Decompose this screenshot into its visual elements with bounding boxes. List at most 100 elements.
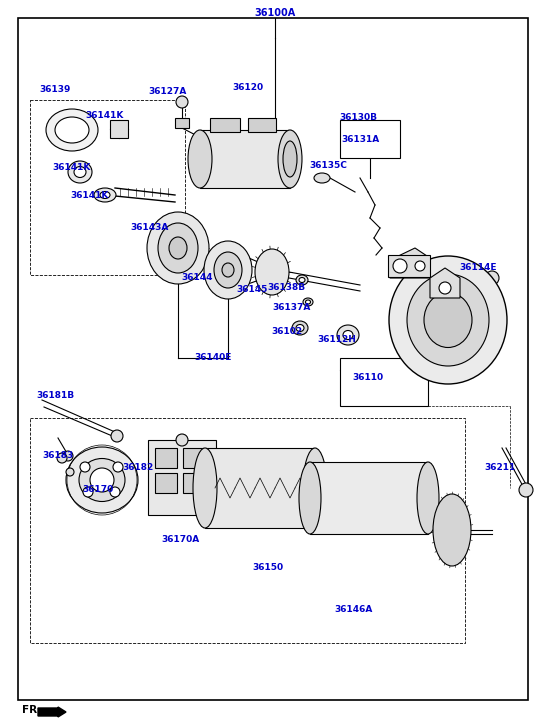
Ellipse shape <box>222 263 234 277</box>
Circle shape <box>485 271 499 285</box>
Text: 36141K: 36141K <box>71 190 109 199</box>
Ellipse shape <box>158 223 198 273</box>
Text: 36139: 36139 <box>39 86 70 95</box>
Circle shape <box>66 468 74 476</box>
Ellipse shape <box>407 274 489 366</box>
Text: 36140E: 36140E <box>194 353 232 363</box>
Circle shape <box>519 483 533 497</box>
Ellipse shape <box>204 241 252 299</box>
Text: 36114E: 36114E <box>459 263 497 273</box>
Bar <box>175 118 189 128</box>
Bar <box>205 448 315 528</box>
Bar <box>155 473 177 493</box>
Text: FR.: FR. <box>22 705 41 715</box>
Ellipse shape <box>296 275 308 285</box>
Text: 36143A: 36143A <box>131 223 169 233</box>
Ellipse shape <box>193 448 217 528</box>
Ellipse shape <box>147 212 209 284</box>
Circle shape <box>83 487 93 497</box>
Bar <box>210 118 240 132</box>
Ellipse shape <box>66 447 138 513</box>
Ellipse shape <box>46 109 98 151</box>
Ellipse shape <box>278 130 302 188</box>
Ellipse shape <box>306 300 311 304</box>
Bar <box>340 120 400 158</box>
Text: 36141K: 36141K <box>86 111 124 119</box>
Circle shape <box>80 462 90 472</box>
Ellipse shape <box>74 166 86 177</box>
Bar <box>248 118 276 132</box>
Text: 36112H: 36112H <box>318 335 357 345</box>
Circle shape <box>110 487 120 497</box>
Text: 36102: 36102 <box>271 327 302 337</box>
Bar <box>155 448 177 468</box>
Circle shape <box>393 259 407 273</box>
Ellipse shape <box>55 117 89 143</box>
Bar <box>30 418 465 643</box>
Text: 36127A: 36127A <box>149 87 187 97</box>
Ellipse shape <box>94 188 116 202</box>
Text: 36211: 36211 <box>484 464 515 473</box>
Circle shape <box>176 96 188 108</box>
Ellipse shape <box>424 292 472 348</box>
Bar <box>110 120 128 138</box>
Ellipse shape <box>417 462 439 534</box>
Text: 36144: 36144 <box>181 273 213 283</box>
Bar <box>340 358 428 406</box>
Text: 36130B: 36130B <box>339 113 377 123</box>
Ellipse shape <box>299 462 321 534</box>
Bar <box>183 448 205 468</box>
Ellipse shape <box>303 298 313 306</box>
Circle shape <box>113 462 123 472</box>
Bar <box>148 440 216 515</box>
Text: 36135C: 36135C <box>309 161 347 169</box>
Text: 36181B: 36181B <box>36 390 74 400</box>
Ellipse shape <box>214 252 242 288</box>
Ellipse shape <box>79 459 125 502</box>
Text: 36100A: 36100A <box>254 8 295 18</box>
Ellipse shape <box>255 249 289 295</box>
Text: 36138B: 36138B <box>267 284 305 292</box>
Text: 36170: 36170 <box>82 486 114 494</box>
Ellipse shape <box>337 325 359 345</box>
Ellipse shape <box>296 324 304 332</box>
Text: 36170A: 36170A <box>161 536 199 545</box>
Ellipse shape <box>188 130 212 188</box>
Circle shape <box>57 453 67 463</box>
Text: 36145: 36145 <box>236 286 268 294</box>
Circle shape <box>63 451 73 461</box>
Text: 36182: 36182 <box>122 464 153 473</box>
Circle shape <box>402 260 418 276</box>
Ellipse shape <box>68 161 92 183</box>
Polygon shape <box>430 268 460 298</box>
Bar <box>310 462 428 534</box>
Circle shape <box>415 261 425 271</box>
Text: 36146A: 36146A <box>335 606 373 614</box>
Ellipse shape <box>169 237 187 259</box>
Ellipse shape <box>343 331 353 340</box>
Ellipse shape <box>299 278 305 283</box>
Circle shape <box>111 430 123 442</box>
Bar <box>388 255 430 277</box>
Ellipse shape <box>100 191 110 198</box>
Ellipse shape <box>314 173 330 183</box>
Bar <box>30 100 185 275</box>
Polygon shape <box>390 248 430 278</box>
Ellipse shape <box>303 448 327 528</box>
Circle shape <box>176 434 188 446</box>
Ellipse shape <box>292 321 308 335</box>
Circle shape <box>439 282 451 294</box>
Bar <box>183 473 205 493</box>
Text: 36183: 36183 <box>43 451 74 459</box>
Text: 36110: 36110 <box>352 374 383 382</box>
Text: 36131A: 36131A <box>341 135 379 145</box>
FancyArrow shape <box>38 707 66 717</box>
Circle shape <box>90 468 114 492</box>
Text: 36141K: 36141K <box>53 164 91 172</box>
Text: 36120: 36120 <box>233 84 264 92</box>
Ellipse shape <box>283 141 297 177</box>
Bar <box>200 130 290 188</box>
Ellipse shape <box>389 256 507 384</box>
Ellipse shape <box>433 494 471 566</box>
Text: 36150: 36150 <box>252 563 283 572</box>
